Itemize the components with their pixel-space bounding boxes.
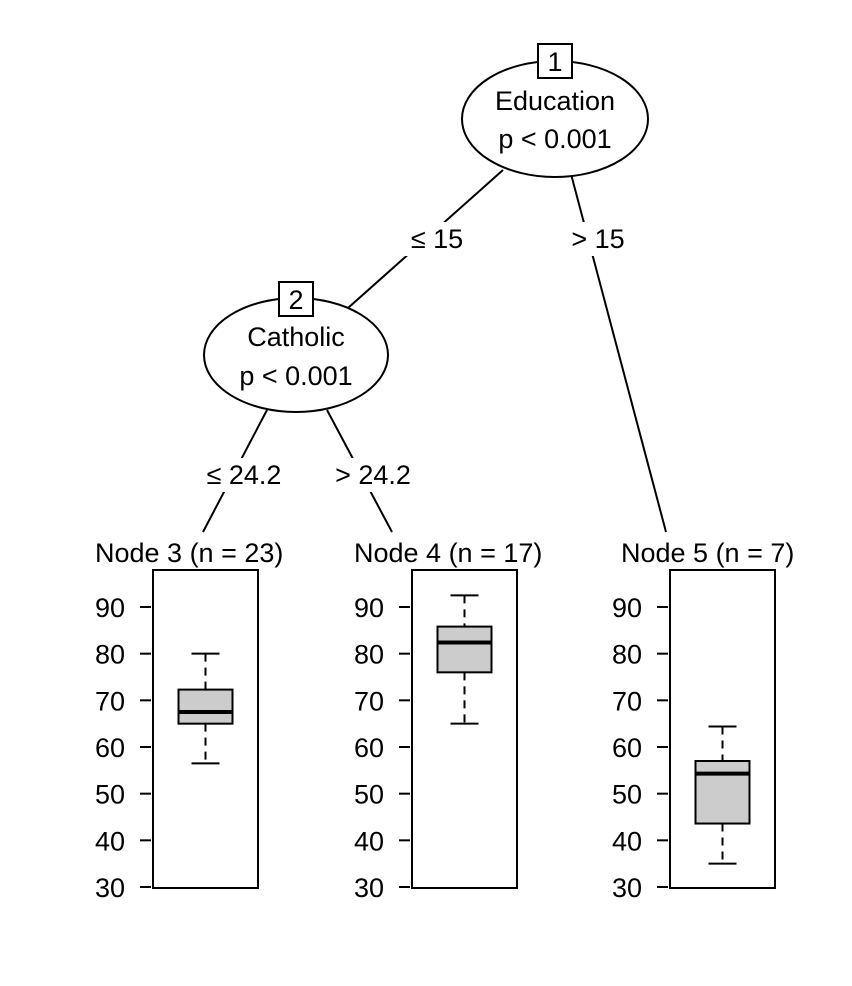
y-tick-label-node-3-50: 50 — [95, 780, 125, 810]
y-tick-label-node-4-50: 50 — [354, 780, 384, 810]
y-tick-label-node-4-60: 60 — [354, 733, 384, 763]
box-node-3 — [177, 688, 234, 725]
inner-node-2: 2 Catholic p < 0.001 — [203, 281, 389, 413]
y-tick-label-node-3-30: 30 — [95, 873, 125, 903]
y-tick-label-node-3-40: 40 — [95, 826, 125, 856]
edge-label-2-4: > 24.2 — [335, 460, 411, 490]
y-tick-label-node-3-80: 80 — [95, 640, 125, 670]
node-2-id: 2 — [288, 285, 303, 315]
y-tick-label-node-5-60: 60 — [612, 733, 642, 763]
y-tick-label-node-4-90: 90 — [354, 593, 384, 623]
y-tick-label-node-5-30: 30 — [612, 873, 642, 903]
y-tick-label-node-5-80: 80 — [612, 640, 642, 670]
node-1-id: 1 — [547, 47, 562, 77]
y-tick-label-node-3-60: 60 — [95, 733, 125, 763]
panel-frame-node-4 — [411, 569, 518, 889]
node-1-pvalue: p < 0.001 — [498, 124, 611, 154]
panel-title-node-3: Node 3 (n = 23) — [95, 538, 283, 568]
node-2-variable: Catholic — [247, 322, 345, 352]
y-tick-label-node-4-80: 80 — [354, 640, 384, 670]
y-tick-label-node-5-50: 50 — [612, 780, 642, 810]
y-tick-label-node-4-70: 70 — [354, 686, 384, 716]
panel-title-node-5: Node 5 (n = 7) — [621, 538, 794, 568]
box-node-4 — [436, 625, 493, 674]
node-1-variable: Education — [495, 86, 615, 116]
y-tick-label-node-3-70: 70 — [95, 686, 125, 716]
y-tick-label-node-3-90: 90 — [95, 593, 125, 623]
box-node-5 — [694, 760, 751, 825]
y-tick-label-node-5-40: 40 — [612, 826, 642, 856]
y-tick-label-node-4-40: 40 — [354, 826, 384, 856]
edge-label-1-2: ≤ 15 — [411, 224, 463, 254]
node-2-pvalue: p < 0.001 — [239, 361, 352, 391]
edge-label-2-3: ≤ 24.2 — [207, 460, 282, 490]
y-tick-label-node-5-90: 90 — [612, 593, 642, 623]
y-tick-label-node-4-30: 30 — [354, 873, 384, 903]
inner-node-1: 1 Education p < 0.001 — [461, 43, 649, 178]
y-tick-label-node-5-70: 70 — [612, 686, 642, 716]
panel-title-node-4: Node 4 (n = 17) — [354, 538, 542, 568]
box-marks: 30 40 50 60 70 80 90 30 40 50 60 70 80 90 30 40 50 60 70 80… — [95, 593, 751, 903]
edge-label-1-5: > 15 — [571, 224, 624, 254]
